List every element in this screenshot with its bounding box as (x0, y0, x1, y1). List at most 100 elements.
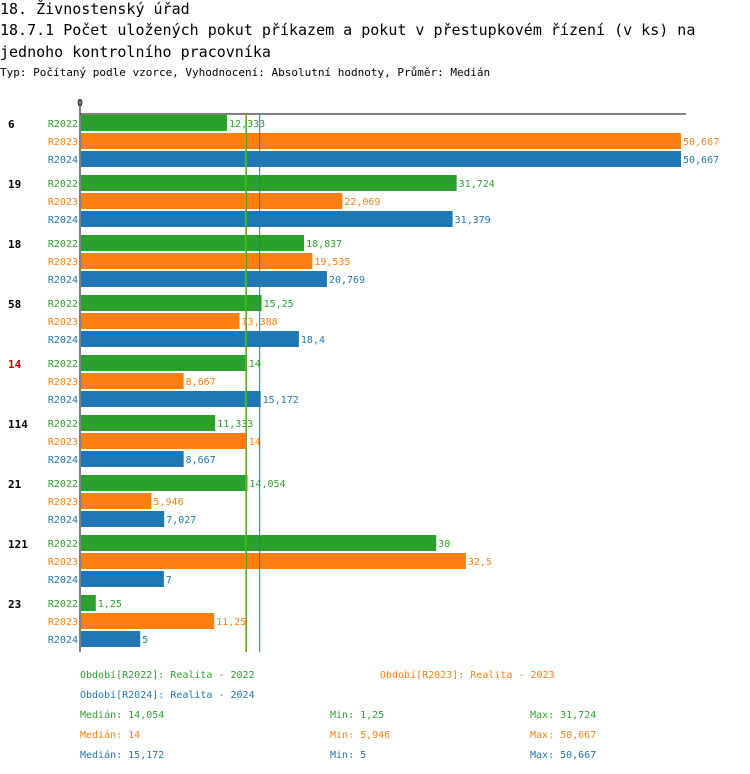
data-label-121-r2023: 32,5 (468, 557, 492, 568)
data-label-6-r2023: 50,667 (683, 137, 719, 148)
series-label-r2023: R2023 (48, 557, 78, 568)
legend-period-r2023: Období[R2023]: Realita - 2023 (380, 670, 555, 681)
bar-21-r2023 (81, 493, 152, 509)
data-label-18-r2022: 18,837 (306, 239, 342, 250)
bar-58-r2022 (81, 295, 262, 311)
group-label-58: 58 (8, 298, 21, 311)
data-label-19-r2022: 31,724 (459, 179, 495, 190)
data-label-21-r2022: 14,054 (249, 479, 285, 490)
data-label-121-r2024: 7 (166, 575, 172, 586)
bar-114-r2022 (81, 415, 216, 431)
series-label-r2022: R2022 (48, 239, 78, 250)
series-label-r2024: R2024 (48, 515, 78, 526)
data-label-18-r2024: 20,769 (329, 275, 365, 286)
group-label-121: 121 (8, 538, 28, 551)
data-label-23-r2023: 11,25 (216, 617, 246, 628)
series-label-r2023: R2023 (48, 317, 78, 328)
data-label-58-r2024: 18,4 (301, 335, 325, 346)
data-label-6-r2024: 50,667 (683, 155, 719, 166)
bar-21-r2024 (81, 511, 165, 527)
bar-18-r2023 (81, 253, 313, 269)
series-label-r2024: R2024 (48, 335, 78, 346)
bar-23-r2022 (81, 595, 96, 611)
data-label-23-r2022: 1,25 (98, 599, 122, 610)
legend-min-r2023: Min: 5,946 (330, 730, 391, 741)
legend-max-r2023: Max: 50,667 (530, 730, 597, 741)
bar-18-r2024 (81, 271, 327, 287)
data-label-21-r2023: 5,946 (153, 497, 183, 508)
series-label-r2022: R2022 (48, 299, 78, 310)
bar-14-r2022 (81, 355, 247, 371)
data-label-114-r2022: 11,333 (217, 419, 253, 430)
data-label-14-r2022: 14 (249, 359, 261, 370)
data-label-114-r2023: 14 (249, 437, 261, 448)
legend-min-r2022: Min: 1,25 (330, 710, 385, 721)
chart-title: 18.7.1 Počet uložených pokut příkazem a … (0, 21, 696, 61)
bar-121-r2023 (81, 553, 466, 569)
section-title: 18. Živnostenský úřad (0, 0, 190, 18)
legend-period-r2022: Období[R2022]: Realita - 2022 (80, 670, 255, 681)
legend-max-r2022: Max: 31,724 (530, 710, 597, 721)
series-label-r2022: R2022 (48, 359, 78, 370)
data-label-18-r2023: 19,535 (314, 257, 350, 268)
series-label-r2023: R2023 (48, 197, 78, 208)
series-label-r2023: R2023 (48, 497, 78, 508)
series-label-r2023: R2023 (48, 617, 78, 628)
bar-121-r2024 (81, 571, 164, 587)
bar-21-r2022 (81, 475, 248, 491)
bar-19-r2022 (81, 175, 457, 191)
series-label-r2024: R2024 (48, 395, 78, 406)
data-label-23-r2024: 5 (142, 635, 148, 646)
group-label-18: 18 (8, 238, 21, 251)
bar-18-r2022 (81, 235, 305, 251)
series-label-r2022: R2022 (48, 119, 78, 130)
group-label-19: 19 (8, 178, 21, 191)
bar-121-r2022 (81, 535, 437, 551)
legend-period-r2024: Období[R2024]: Realita - 2024 (80, 690, 255, 701)
data-label-121-r2022: 30 (438, 539, 450, 550)
chart-subtitle: Typ: Počítaný podle vzorce, Vyhodnocení:… (0, 66, 491, 79)
series-label-r2024: R2024 (48, 215, 78, 226)
bar-114-r2024 (81, 451, 184, 467)
series-label-r2023: R2023 (48, 137, 78, 148)
legend-min-r2024: Min: 5 (330, 750, 367, 761)
bar-58-r2023 (81, 313, 240, 329)
data-label-114-r2024: 8,667 (186, 455, 216, 466)
bar-23-r2024 (81, 631, 141, 647)
group-label-23: 23 (8, 598, 21, 611)
series-label-r2022: R2022 (48, 539, 78, 550)
bar-14-r2023 (81, 373, 184, 389)
data-label-21-r2024: 7,027 (166, 515, 196, 526)
bar-6-r2024 (81, 151, 681, 167)
data-label-14-r2023: 8,667 (186, 377, 216, 388)
series-label-r2024: R2024 (48, 635, 78, 646)
data-label-58-r2022: 15,25 (264, 299, 294, 310)
group-label-14: 14 (8, 358, 22, 371)
x-tick-label-0: 0 (77, 98, 83, 109)
group-label-114: 114 (8, 418, 28, 431)
group-label-6: 6 (8, 118, 15, 131)
series-label-r2022: R2022 (48, 479, 78, 490)
data-label-14-r2024: 15,172 (263, 395, 299, 406)
bar-58-r2024 (81, 331, 299, 347)
series-label-r2024: R2024 (48, 155, 78, 166)
legend-median-r2023: Medián: 14 (80, 730, 141, 741)
series-label-r2022: R2022 (48, 599, 78, 610)
legend-median-r2024: Medián: 15,172 (80, 750, 165, 761)
bar-6-r2022 (81, 115, 228, 131)
series-label-r2023: R2023 (48, 437, 78, 448)
legend-max-r2024: Max: 50,667 (530, 750, 597, 761)
series-label-r2024: R2024 (48, 455, 78, 466)
legend-median-r2022: Medián: 14,054 (80, 710, 165, 721)
bar-23-r2023 (81, 613, 215, 629)
bar-19-r2024 (81, 211, 453, 227)
bar-19-r2023 (81, 193, 343, 209)
data-label-6-r2022: 12,333 (229, 119, 265, 130)
data-label-19-r2024: 31,379 (455, 215, 491, 226)
series-label-r2023: R2023 (48, 257, 78, 268)
series-label-r2022: R2022 (48, 179, 78, 190)
series-label-r2024: R2024 (48, 575, 78, 586)
series-label-r2022: R2022 (48, 419, 78, 430)
bar-114-r2023 (81, 433, 247, 449)
